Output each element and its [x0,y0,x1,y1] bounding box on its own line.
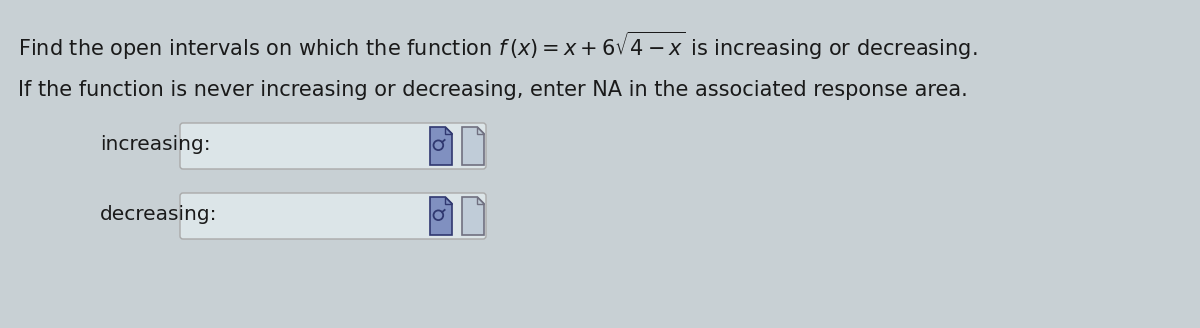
Polygon shape [478,197,484,204]
Polygon shape [430,197,452,235]
Text: decreasing:: decreasing: [100,206,217,224]
Polygon shape [462,197,484,235]
Polygon shape [445,197,452,204]
Text: If the function is never increasing or decreasing, enter NA in the associated re: If the function is never increasing or d… [18,80,967,100]
Text: increasing:: increasing: [100,135,211,154]
Polygon shape [430,127,452,165]
FancyBboxPatch shape [180,193,486,239]
Polygon shape [445,127,452,133]
Polygon shape [462,127,484,165]
Polygon shape [478,127,484,133]
Text: Find the open intervals on which the function $f\,(x) = x + 6\sqrt{4-x}$ is incr: Find the open intervals on which the fun… [18,30,978,62]
FancyBboxPatch shape [180,123,486,169]
